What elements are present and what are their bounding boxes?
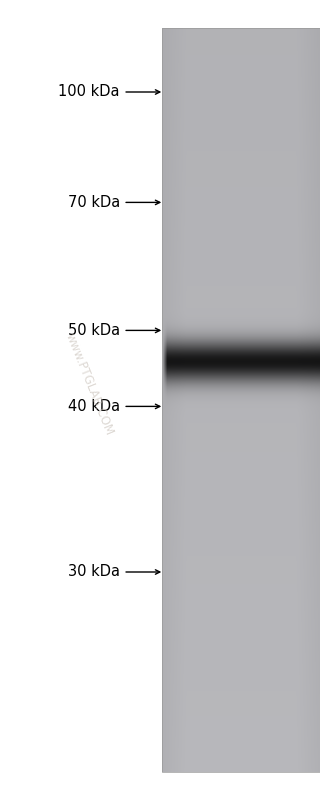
Text: 40 kDa: 40 kDa	[68, 399, 120, 414]
Text: 50 kDa: 50 kDa	[68, 323, 120, 338]
Text: www.PTGLAB.COM: www.PTGLAB.COM	[63, 331, 116, 437]
Text: 70 kDa: 70 kDa	[68, 195, 120, 210]
Bar	[162, 28, 320, 772]
Text: 30 kDa: 30 kDa	[68, 565, 120, 579]
Text: 100 kDa: 100 kDa	[59, 85, 120, 99]
